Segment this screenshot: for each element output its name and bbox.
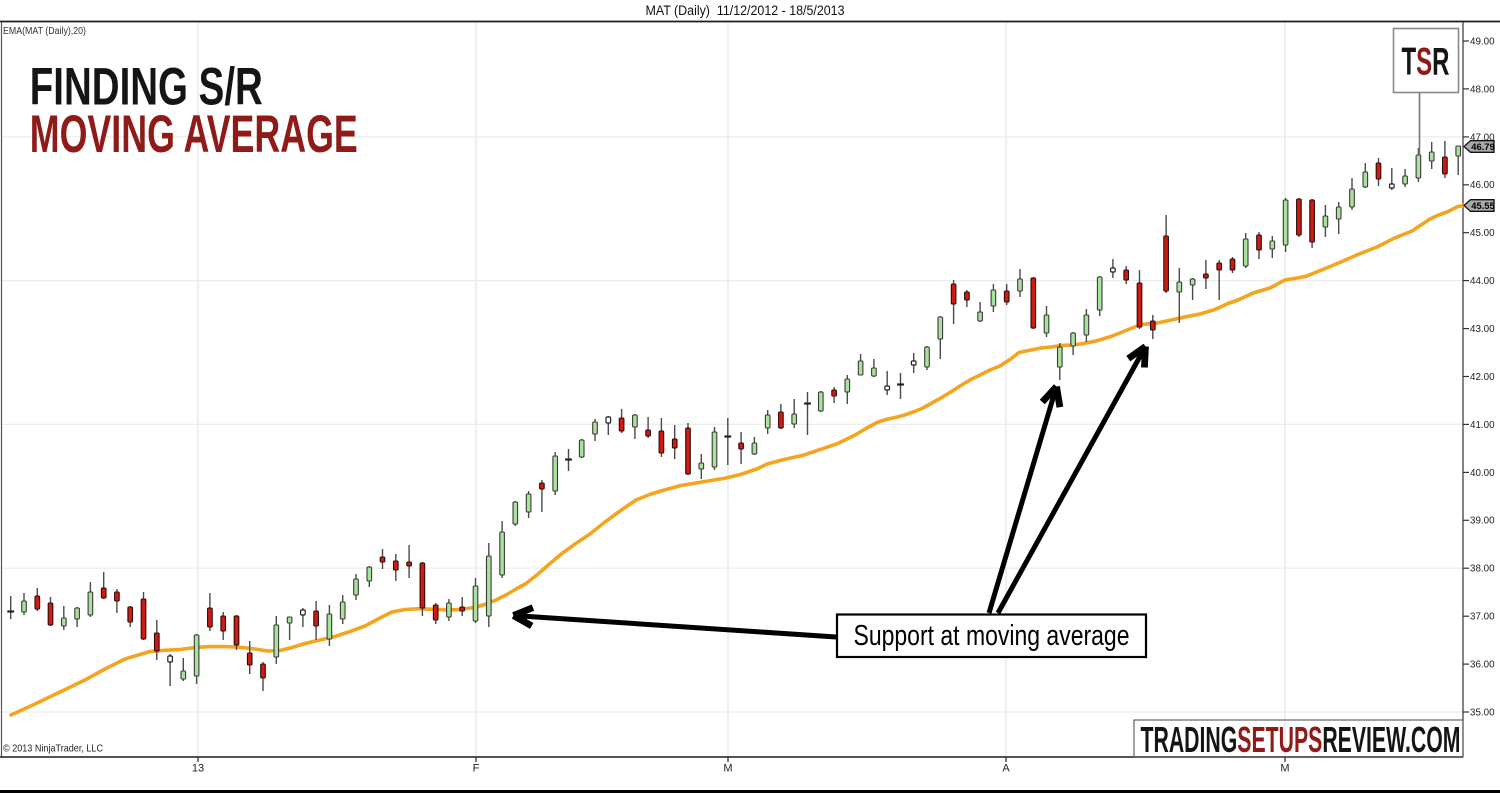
svg-text:© 2013 NinjaTrader, LLC: © 2013 NinjaTrader, LLC <box>3 743 103 755</box>
svg-text:39.00: 39.00 <box>1470 516 1495 527</box>
svg-text:FINDING S/R: FINDING S/R <box>30 58 263 117</box>
svg-text:TSR: TSR <box>1402 41 1450 84</box>
svg-text:38.00: 38.00 <box>1470 564 1495 575</box>
svg-text:43.00: 43.00 <box>1470 324 1495 335</box>
svg-text:46.79: 46.79 <box>1471 141 1494 152</box>
svg-text:MOVING AVERAGE: MOVING AVERAGE <box>30 105 358 164</box>
svg-text:45.55: 45.55 <box>1471 200 1494 211</box>
svg-text:35.00: 35.00 <box>1470 707 1495 718</box>
svg-text:Support at moving average: Support at moving average <box>854 620 1130 652</box>
svg-text:EMA(MAT (Daily),20): EMA(MAT (Daily),20) <box>3 26 86 37</box>
svg-text:42.00: 42.00 <box>1470 372 1495 383</box>
svg-text:M: M <box>723 763 732 775</box>
svg-text:47.00: 47.00 <box>1470 132 1495 143</box>
svg-text:41.00: 41.00 <box>1470 420 1495 431</box>
svg-text:45.00: 45.00 <box>1470 228 1495 239</box>
svg-text:13: 13 <box>192 763 204 775</box>
svg-text:36.00: 36.00 <box>1470 660 1495 671</box>
svg-text:37.00: 37.00 <box>1470 612 1495 623</box>
svg-text:49.00: 49.00 <box>1470 36 1495 47</box>
svg-text:44.00: 44.00 <box>1470 276 1495 287</box>
svg-text:40.00: 40.00 <box>1470 468 1495 479</box>
svg-text:48.00: 48.00 <box>1470 84 1495 95</box>
svg-text:F: F <box>473 763 480 775</box>
svg-text:TRADINGSETUPSREVIEW.COM: TRADINGSETUPSREVIEW.COM <box>1141 719 1461 760</box>
svg-text:M: M <box>1280 763 1289 775</box>
svg-text:MAT (Daily) 11/12/2012 - 18/5: MAT (Daily) 11/12/2012 - 18/5/2013 <box>646 3 845 18</box>
svg-text:A: A <box>1002 763 1010 775</box>
svg-text:46.00: 46.00 <box>1470 180 1495 191</box>
